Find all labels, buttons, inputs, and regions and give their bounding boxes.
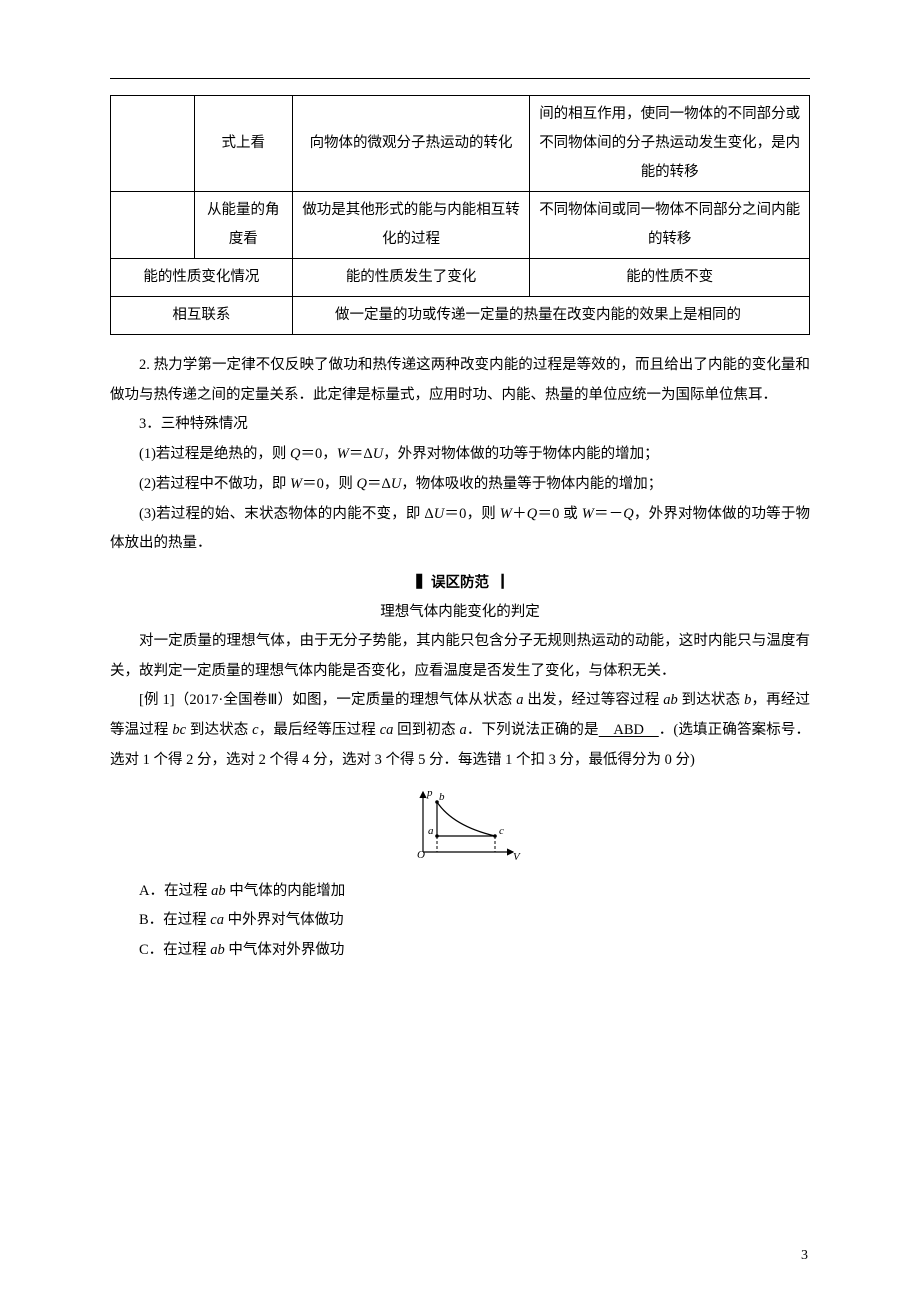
callout-title: ▍误区防范▕: [417, 575, 504, 591]
callout-subtitle: 理想气体内能变化的判定: [380, 604, 540, 620]
text: ＝0，则: [444, 506, 500, 522]
process-ca: ca: [210, 912, 224, 928]
var-W: W: [582, 506, 594, 522]
option-A: A．在过程 ab 中气体的内能增加: [110, 877, 810, 907]
option-C: C．在过程 ab 中气体对外界做功: [110, 936, 810, 966]
point-c: [493, 834, 497, 838]
cell: 做一定量的功或传递一定量的热量在改变内能的效果上是相同的: [292, 297, 809, 335]
paragraph-2: 2. 热力学第一定律不仅反映了做功和热传递这两种改变内能的过程是等效的，而且给出…: [110, 351, 810, 410]
text: 回到初态: [393, 722, 459, 738]
cell: 做功是其他形式的能与内能相互转化的过程: [292, 192, 530, 259]
var-Q: Q: [357, 476, 367, 492]
text: ＋: [512, 506, 527, 522]
table-row: 式上看 向物体的微观分子热运动的转化 间的相互作用，使同一物体的不同部分或不同物…: [111, 96, 810, 192]
text: ＝－: [594, 506, 623, 522]
answer-blank: ABD: [599, 722, 659, 738]
text: (1)若过程是绝热的，则: [139, 446, 290, 462]
cell: 相互联系: [111, 297, 293, 335]
table-row: 能的性质变化情况 能的性质发生了变化 能的性质不变: [111, 259, 810, 297]
text: ，外界对物体做的功等于物体内能的增加；: [383, 446, 659, 462]
var-Q: Q: [290, 446, 300, 462]
pv-diagram: O p V a b c: [110, 786, 810, 871]
cell: 能的性质变化情况: [111, 259, 293, 297]
text: ．下列说法正确的是: [467, 722, 599, 738]
table-row: 相互联系 做一定量的功或传递一定量的热量在改变内能的效果上是相同的: [111, 297, 810, 335]
table-row: 从能量的角度看 做功是其他形式的能与内能相互转化的过程 不同物体间或同一物体不同…: [111, 192, 810, 259]
cell: 能的性质不变: [530, 259, 810, 297]
text: 出发，经过等容过程: [524, 692, 664, 708]
process-ab: ab: [210, 942, 225, 958]
state-a: a: [460, 722, 467, 738]
text: C．在过程: [139, 942, 210, 958]
cell: 间的相互作用，使同一物体的不同部分或不同物体间的分子热运动发生变化，是内能的转移: [530, 96, 810, 192]
var-U: U: [391, 476, 401, 492]
text: (2)若过程中不做功，即: [139, 476, 290, 492]
text: 中气体对外界做功: [225, 942, 345, 958]
var-W: W: [337, 446, 349, 462]
label-c: c: [499, 825, 504, 837]
case-1: (1)若过程是绝热的，则 Q＝0，W＝ΔU，外界对物体做的功等于物体内能的增加；: [110, 440, 810, 470]
process-ab: ab: [211, 883, 226, 899]
text: 中外界对气体做功: [224, 912, 344, 928]
process-bc: bc: [172, 722, 186, 738]
option-B: B．在过程 ca 中外界对气体做功: [110, 906, 810, 936]
var-W: W: [290, 476, 302, 492]
example-1: [例 1]（2017·全国卷Ⅲ）如图，一定质量的理想气体从状态 a 出发，经过等…: [110, 686, 810, 775]
text: 到达状态: [186, 722, 252, 738]
var-Q: Q: [623, 506, 633, 522]
text: ＝Δ: [349, 446, 373, 462]
label-O: O: [417, 849, 425, 861]
text: (3)若过程的始、末状态物体的内能不变，即 Δ: [139, 506, 434, 522]
paragraph-3-head: 3．三种特殊情况: [110, 410, 810, 440]
var-U: U: [434, 506, 444, 522]
process-ab: ab: [663, 692, 678, 708]
case-2: (2)若过程中不做功，即 W＝0，则 Q＝ΔU，物体吸收的热量等于物体内能的增加…: [110, 470, 810, 500]
var-Q: Q: [527, 506, 537, 522]
cell: 向物体的微观分子热运动的转化: [292, 96, 530, 192]
text: ，物体吸收的热量等于物体内能的增加；: [401, 476, 662, 492]
cell: 能的性质发生了变化: [292, 259, 530, 297]
point-a: [435, 834, 439, 838]
var-U: U: [373, 446, 383, 462]
text: 到达状态: [678, 692, 744, 708]
label-V: V: [513, 851, 521, 863]
label-a: a: [428, 825, 434, 837]
cell: 不同物体间或同一物体不同部分之间内能的转移: [530, 192, 810, 259]
label-b: b: [439, 791, 445, 803]
var-W: W: [500, 506, 512, 522]
top-rule: [110, 78, 810, 79]
cell: 式上看: [194, 96, 292, 192]
process-bc-curve: [437, 802, 495, 836]
callout-paragraph: 对一定质量的理想气体，由于无分子势能，其内能只包含分子无规则热运动的动能，这时内…: [110, 627, 810, 686]
text: A．在过程: [139, 883, 211, 899]
page-number: 3: [801, 1248, 808, 1264]
comparison-table: 式上看 向物体的微观分子热运动的转化 间的相互作用，使同一物体的不同部分或不同物…: [110, 95, 810, 335]
cell: 从能量的角度看: [194, 192, 292, 259]
text: ＝0 或: [537, 506, 581, 522]
text: B．在过程: [139, 912, 210, 928]
case-3: (3)若过程的始、末状态物体的内能不变，即 ΔU＝0，则 W＋Q＝0 或 W＝－…: [110, 500, 810, 559]
process-ca: ca: [380, 722, 394, 738]
text: 中气体的内能增加: [226, 883, 346, 899]
state-a: a: [516, 692, 523, 708]
label-p: p: [426, 787, 433, 799]
text: ，最后经等压过程: [259, 722, 380, 738]
text: ＝0，则: [302, 476, 356, 492]
text: ＝Δ: [367, 476, 391, 492]
text: [例 1]（2017·全国卷Ⅲ）如图，一定质量的理想气体从状态: [139, 692, 516, 708]
text: ＝0，: [301, 446, 337, 462]
